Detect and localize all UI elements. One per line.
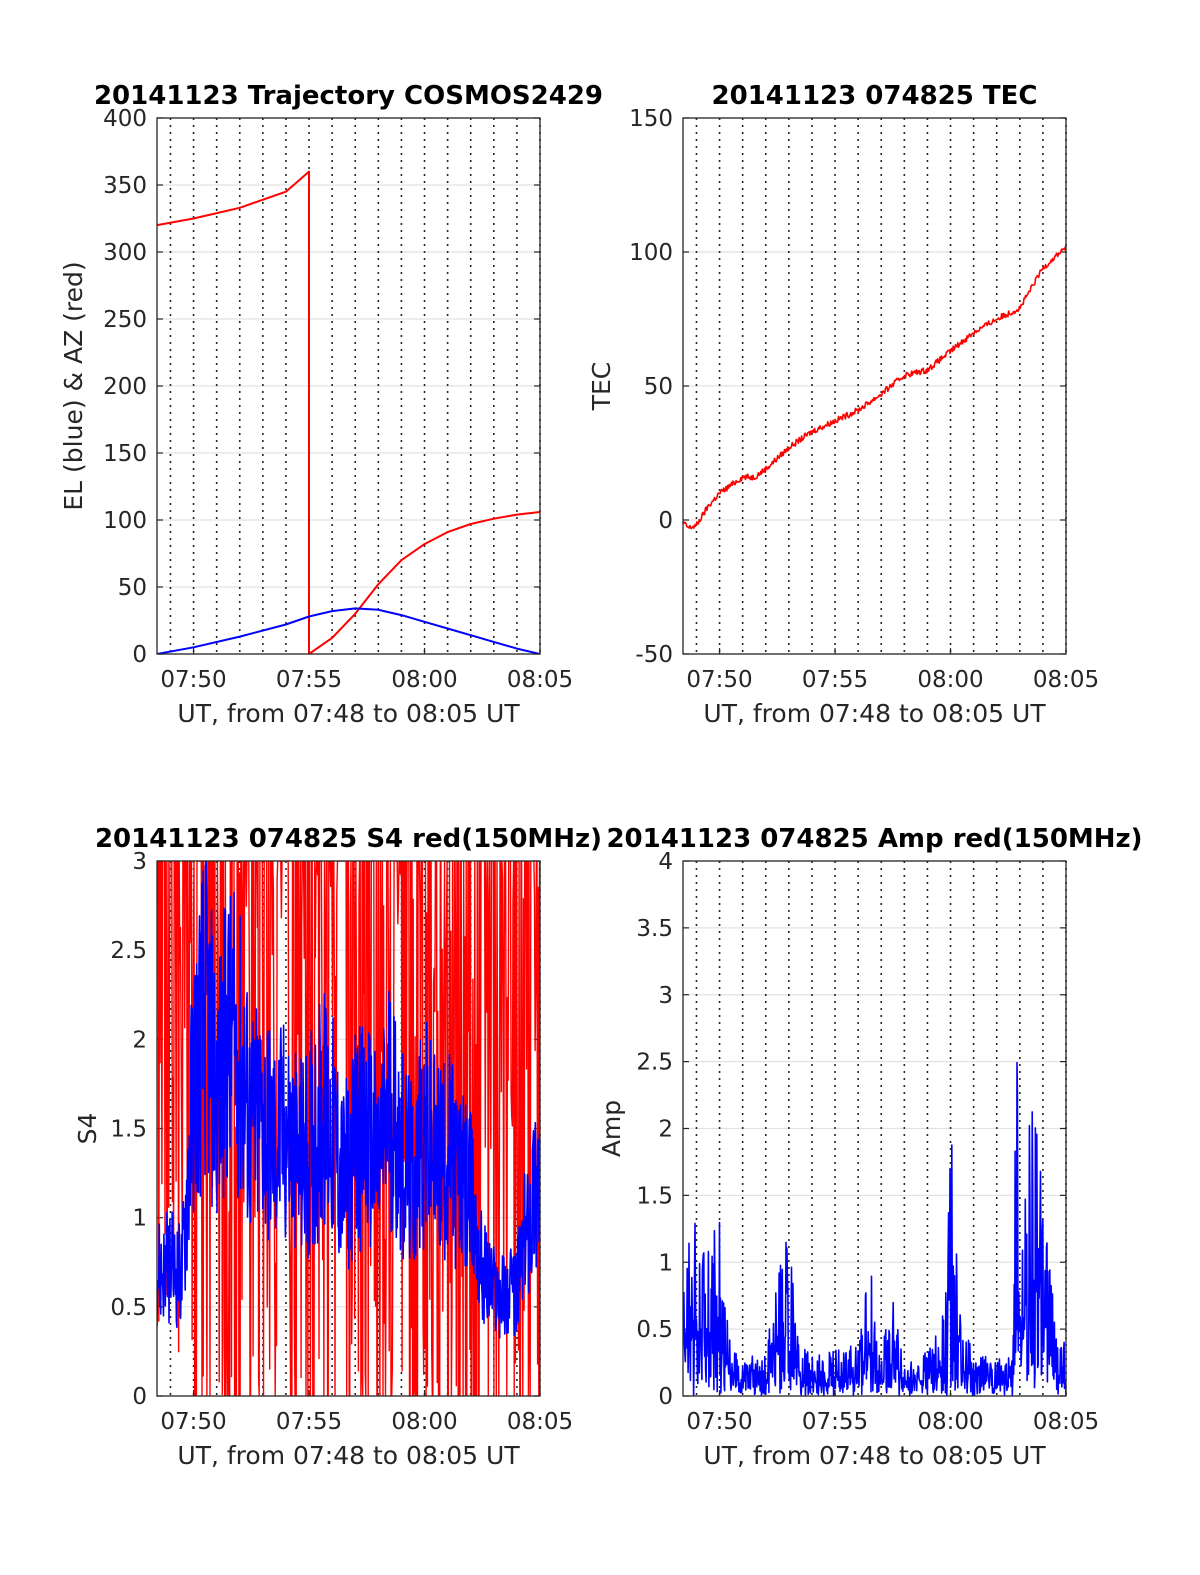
s4-axes-frame [156, 860, 541, 1397]
amp-y-tick-label: 3 [658, 983, 673, 1009]
s4-y-axis-label: S4 [73, 1113, 102, 1145]
s4-title: 20141123 074825 S4 red(150MHz) [95, 824, 602, 854]
amp-series-0-line [683, 1061, 1066, 1396]
trajectory-title: 20141123 Trajectory COSMOS2429 [94, 81, 603, 111]
amp-y-tick-label: 1 [658, 1250, 673, 1276]
amp-y-tick-label: 2 [658, 1117, 673, 1143]
trajectory-y-tick-label: 100 [103, 508, 147, 534]
s4-data-area [157, 861, 540, 1396]
trajectory-x-tick-label: 08:00 [391, 667, 457, 693]
s4-y-tick-label: 0 [132, 1384, 147, 1410]
trajectory-y-tick-label: 250 [103, 307, 147, 333]
trajectory-y-tick-label: 350 [103, 173, 147, 199]
tec-x-tick-label: 07:50 [686, 667, 752, 693]
s4-x-tick-label: 08:05 [507, 1409, 573, 1435]
s4-y-tick-label: 1 [132, 1206, 147, 1232]
trajectory-axes-frame [156, 117, 541, 655]
trajectory-y-tick-label: 300 [103, 240, 147, 266]
tec-y-axis-label: TEC [587, 362, 616, 412]
s4-y-tick-label: 2.5 [110, 938, 147, 964]
trajectory-x-tick-label: 07:55 [276, 667, 342, 693]
trajectory-x-tick-label: 08:05 [507, 667, 573, 693]
tec-x-tick-label: 08:00 [917, 667, 983, 693]
s4-series-0-line [157, 861, 540, 1339]
s4-y-tick-label: 3 [132, 849, 147, 875]
trajectory-x-axis-label: UT, from 07:48 to 08:05 UT [177, 699, 520, 728]
amp-y-axis-label: Amp [597, 1100, 626, 1157]
tec-x-tick-label: 08:05 [1033, 667, 1099, 693]
amp-title: 20141123 074825 Amp red(150MHz) [606, 824, 1142, 854]
tec-y-tick-label: 0 [658, 508, 673, 534]
panel-amp: 0 0.5 1 1.5 2 2.5 3 3.5 4 07:50 07:55 08:00 08:05 201… [597, 824, 1143, 1470]
tec-series-0-line [683, 245, 1066, 530]
tec-title: 20141123 074825 TEC [712, 81, 1038, 111]
amp-x-tick-label: 08:00 [917, 1409, 983, 1435]
tec-axes-frame [682, 117, 1067, 655]
trajectory-data-area [157, 170, 540, 654]
amp-y-tick-label: 0 [658, 1384, 673, 1410]
amp-y-tick-label: 2.5 [636, 1050, 673, 1076]
trajectory-y-tick-label: 0 [132, 642, 147, 668]
tec-y-tick-label: 50 [644, 374, 673, 400]
trajectory-series-1-line [157, 607, 540, 654]
trajectory-y-tick-label: 150 [103, 441, 147, 467]
amp-y-tick-label: 3.5 [636, 916, 673, 942]
tec-y-tick-label: -50 [635, 642, 673, 668]
trajectory-x-tick-label: 07:50 [160, 667, 226, 693]
amp-data-area [683, 1061, 1066, 1396]
trajectory-y-tick-label: 200 [103, 374, 147, 400]
s4-x-tick-label: 08:00 [391, 1409, 457, 1435]
panel-tec: -50 0 50 100 150 07:50 07:55 08:00 08:05 20141123… [587, 81, 1099, 728]
tec-y-tick-label: 150 [629, 106, 673, 132]
amp-axes-frame [682, 860, 1067, 1397]
amp-x-tick-label: 07:55 [802, 1409, 868, 1435]
amp-x-tick-label: 08:05 [1033, 1409, 1099, 1435]
trajectory-y-tick-label: 400 [103, 106, 147, 132]
amp-y-tick-label: 1.5 [636, 1183, 673, 1209]
tec-data-area [683, 245, 1066, 530]
trajectory-y-axis-label: EL (blue) & AZ (red) [59, 261, 88, 510]
tec-y-tick-label: 100 [629, 240, 673, 266]
s4-x-tick-label: 07:55 [276, 1409, 342, 1435]
tec-x-axis-label: UT, from 07:48 to 08:05 UT [703, 699, 1046, 728]
s4-x-tick-label: 07:50 [160, 1409, 226, 1435]
s4-y-tick-label: 0.5 [110, 1295, 147, 1321]
amp-x-tick-label: 07:50 [686, 1409, 752, 1435]
s4-y-tick-label: 2 [132, 1027, 147, 1053]
trajectory-y-tick-label: 50 [118, 575, 147, 601]
panel-s4: 0 0.5 1 1.5 2 2.5 3 07:50 07:55 08:00 08:05 2014112… [73, 824, 602, 1470]
s4-x-axis-label: UT, from 07:48 to 08:05 UT [177, 1441, 520, 1470]
trajectory-series-0-line [157, 170, 540, 654]
tec-x-tick-label: 07:55 [802, 667, 868, 693]
amp-x-axis-label: UT, from 07:48 to 08:05 UT [703, 1441, 1046, 1470]
panel-trajectory: 0 50 100 150 200 250 300 350 400 07:50 07:55 08:00 0… [59, 81, 603, 728]
s4-y-tick-label: 1.5 [110, 1117, 147, 1143]
amp-y-tick-label: 4 [658, 849, 673, 875]
amp-y-tick-label: 0.5 [636, 1317, 673, 1343]
